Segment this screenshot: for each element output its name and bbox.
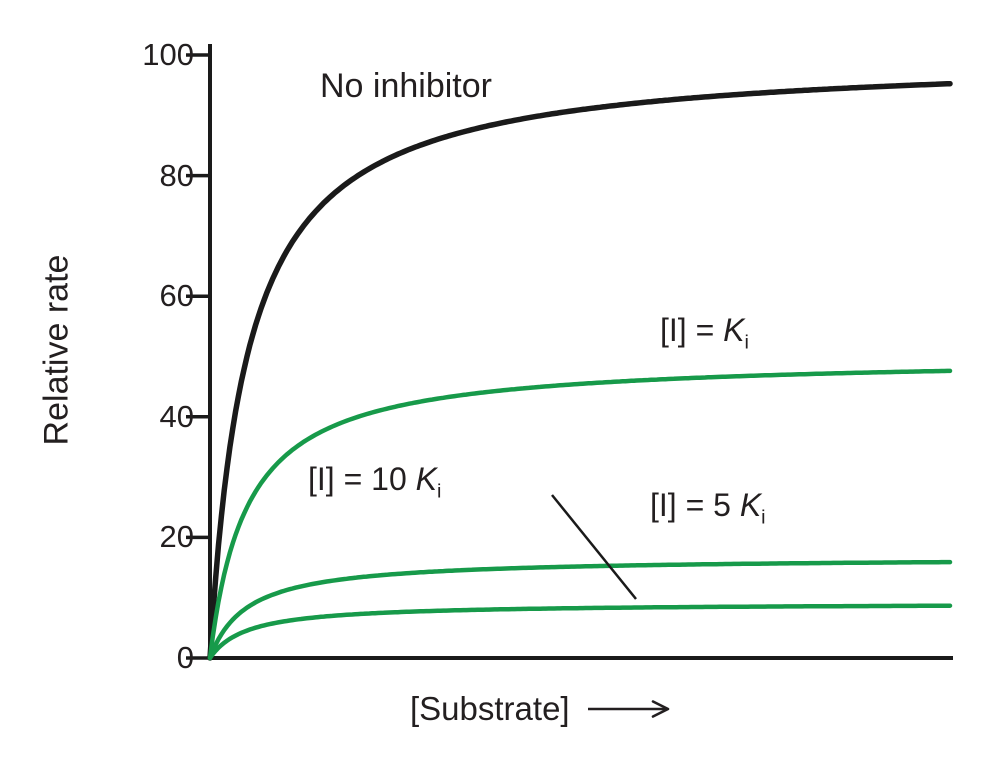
pointer-line-to-ki10-curve <box>551 494 637 600</box>
annotation-ki10: [I] = 10 Ki <box>308 461 441 503</box>
x-axis-title: [Substrate] <box>410 690 672 728</box>
annotation-ki-prefix: [I] = <box>660 312 724 348</box>
annotation-no-inhibitor: No inhibitor <box>320 67 492 105</box>
y-tick-label: 40 <box>159 399 194 434</box>
y-tick-label: 60 <box>159 278 194 313</box>
y-tick-label: 100 <box>142 37 194 72</box>
annotation-ki10-prefix: [I] = 10 <box>308 461 416 497</box>
k-symbol: K <box>723 312 745 348</box>
y-tick-label: 80 <box>159 158 194 193</box>
x-axis-title-text: [Substrate] <box>410 690 570 727</box>
annotation-ki5: [I] = 5 Ki <box>650 487 766 529</box>
y-tick-label: 20 <box>159 519 194 554</box>
annotation-ki: [I] = Ki <box>660 312 749 354</box>
k-symbol: K <box>739 487 762 523</box>
y-tick-label: 0 <box>176 640 194 675</box>
right-arrow-icon <box>587 700 669 718</box>
annotation-ki5-prefix: [I] = 5 <box>650 487 740 523</box>
curve-no_inhibitor <box>207 80 953 661</box>
k-subscript: i <box>761 506 766 529</box>
k-subscript: i <box>744 331 749 354</box>
k-symbol: K <box>415 461 437 497</box>
y-axis-title: Relative rate <box>37 254 76 446</box>
curve-ki5 <box>207 559 953 661</box>
curve-ki10 <box>207 603 953 661</box>
curve-ki <box>207 368 953 661</box>
k-subscript: i <box>436 480 442 503</box>
